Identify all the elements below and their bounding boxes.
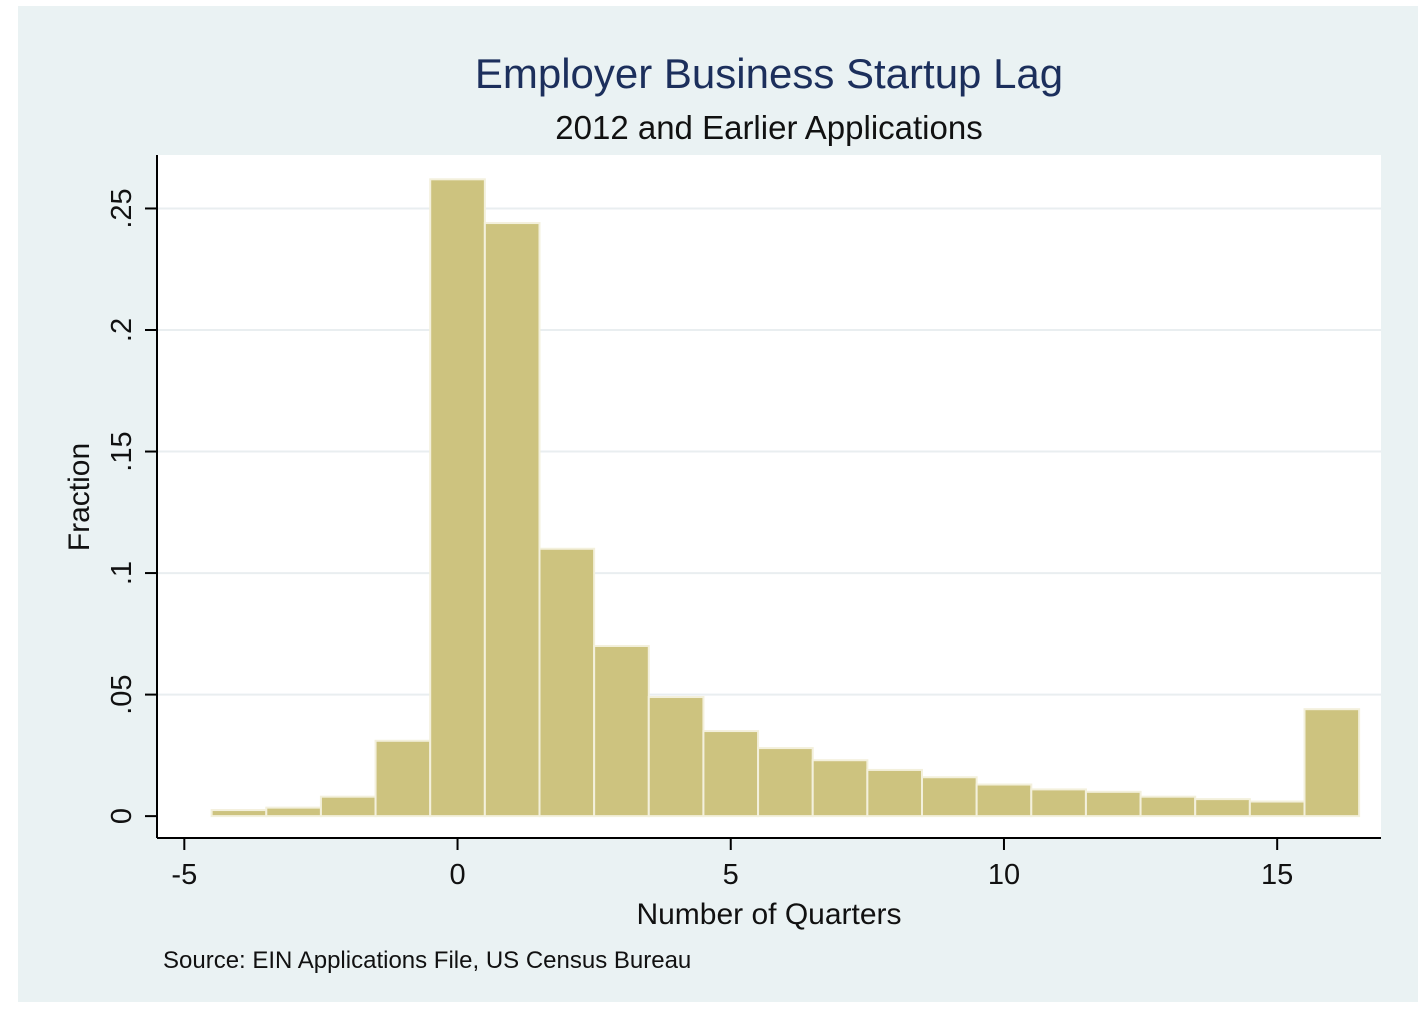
bar-bin-12: [866, 768, 923, 818]
bar-bin-13: [921, 776, 978, 818]
source-note: Source: EIN Applications File, US Census…: [163, 947, 691, 974]
x-tick-label-0: -5: [171, 859, 197, 891]
x-tick-label-1: 0: [449, 859, 465, 891]
chart-title: Employer Business Startup Lag: [475, 50, 1063, 97]
bar-bin-8: [647, 696, 705, 818]
bar-bin-7: [593, 644, 650, 818]
bar-bin-6: [538, 547, 596, 818]
bar-bin-15: [1030, 788, 1087, 818]
bar-bin-0: [210, 809, 268, 818]
histogram-bars: [210, 178, 1361, 818]
bar-bin-10: [757, 747, 814, 818]
y-tick-label-2: .1: [106, 561, 138, 585]
bar-bin-5: [483, 222, 541, 818]
y-tick-label-1: .05: [106, 674, 138, 714]
bar-bin-11: [811, 759, 869, 818]
x-tick-label-4: 15: [1261, 859, 1293, 891]
tick-labels: -5 0 5 10 15 0 .05 .1 .15 .2 .25: [106, 188, 1293, 891]
bar-bin-1: [265, 806, 322, 818]
bar-bin-19: [1248, 800, 1306, 818]
y-tick-label-4: .2: [106, 318, 138, 342]
bar-bin-14: [975, 783, 1033, 818]
bar-bin-16: [1084, 790, 1142, 818]
bar-bin-4: [429, 178, 486, 818]
y-tick-label-0: 0: [106, 808, 138, 824]
x-tick-label-2: 5: [723, 859, 739, 891]
x-tick-label-3: 10: [988, 859, 1020, 891]
bar-bin-20: [1303, 708, 1361, 818]
y-tick-label-5: .25: [106, 188, 138, 228]
bar-bin-3: [374, 739, 432, 818]
chart-subtitle: 2012 and Earlier Applications: [555, 109, 982, 146]
x-axis-label: Number of Quarters: [636, 898, 901, 931]
bar-bin-9: [702, 730, 760, 818]
grid-lines: [157, 207, 1381, 696]
y-tick-label-3: .15: [106, 431, 138, 471]
y-axis-label: Fraction: [63, 443, 96, 551]
bar-bin-2: [319, 795, 377, 818]
bar-bin-18: [1194, 798, 1251, 818]
axes: [145, 155, 1381, 850]
bar-bin-17: [1139, 795, 1197, 818]
plot-background: [157, 155, 1381, 838]
